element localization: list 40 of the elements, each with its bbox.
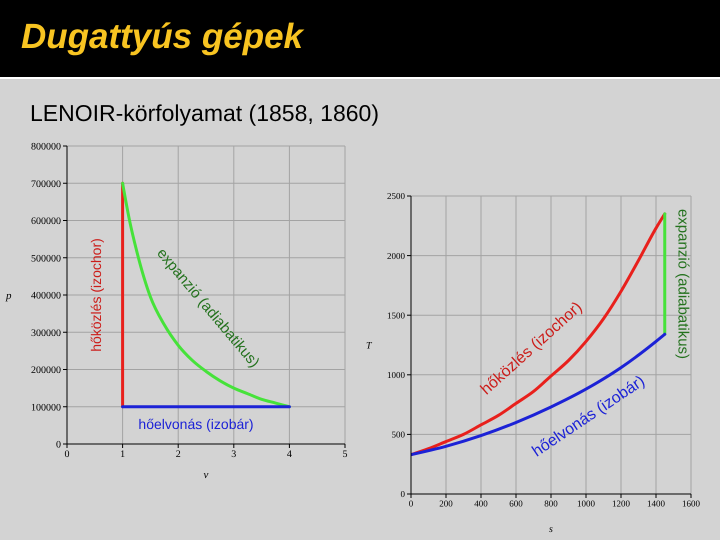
x-tick-label: 1600 — [682, 498, 700, 508]
series-label: hőelvonás (izobár) — [138, 416, 254, 432]
chart-title: Dugattyús gépek — [21, 16, 303, 58]
x-tick-label: 400 — [474, 498, 488, 508]
y-tick-label: 2500 — [387, 191, 406, 202]
x-tick-label: 600 — [509, 498, 524, 508]
x-tick-label: 2 — [176, 449, 181, 460]
x-tick-label: 1200 — [612, 498, 630, 508]
x-tick-label: 4 — [286, 449, 292, 460]
y-tick-label: 800000 — [31, 142, 61, 153]
y-tick-label: 0 — [400, 489, 406, 500]
y-tick-label: 300000 — [31, 328, 61, 339]
y-tick-label: 200000 — [31, 365, 61, 376]
text: hőközlés (izochor) — [88, 238, 104, 352]
x-tick-label: 5 — [342, 449, 348, 460]
x-tick-label: 200 — [439, 498, 454, 508]
text: expanzió (adiabatikus) — [674, 208, 692, 360]
y-tick-label: 500000 — [31, 253, 61, 264]
x-tick-label: 1 — [120, 449, 126, 460]
y-tick-label: 100000 — [31, 402, 61, 414]
y-tick-label: 1500 — [387, 310, 406, 320]
x-axis-title: v — [204, 469, 209, 481]
x-tick-label: 800 — [544, 498, 558, 508]
y-axis-title: p — [5, 290, 12, 302]
x-tick-label: 1400 — [647, 498, 666, 508]
y-tick-label: 2000 — [387, 250, 406, 261]
x-tick-label: 1000 — [577, 498, 596, 508]
x-tick-label: 3 — [231, 449, 236, 460]
y-tick-label: 1000 — [387, 370, 406, 380]
x-tick-label: 0 — [408, 498, 414, 508]
chart-subtitle: LENOIR-körfolyamat (1858, 1860) — [30, 100, 379, 128]
x-tick-label: 0 — [64, 449, 70, 460]
y-axis-title: T — [366, 340, 373, 352]
line-series — [121, 182, 291, 408]
y-tick-label: 0 — [56, 440, 61, 451]
y-tick-label: 600000 — [31, 216, 61, 228]
y-tick-label: 700000 — [31, 178, 61, 190]
y-tick-label: 500 — [392, 430, 406, 440]
x-axis-title: s — [549, 524, 554, 535]
y-tick-label: 400000 — [31, 290, 61, 302]
